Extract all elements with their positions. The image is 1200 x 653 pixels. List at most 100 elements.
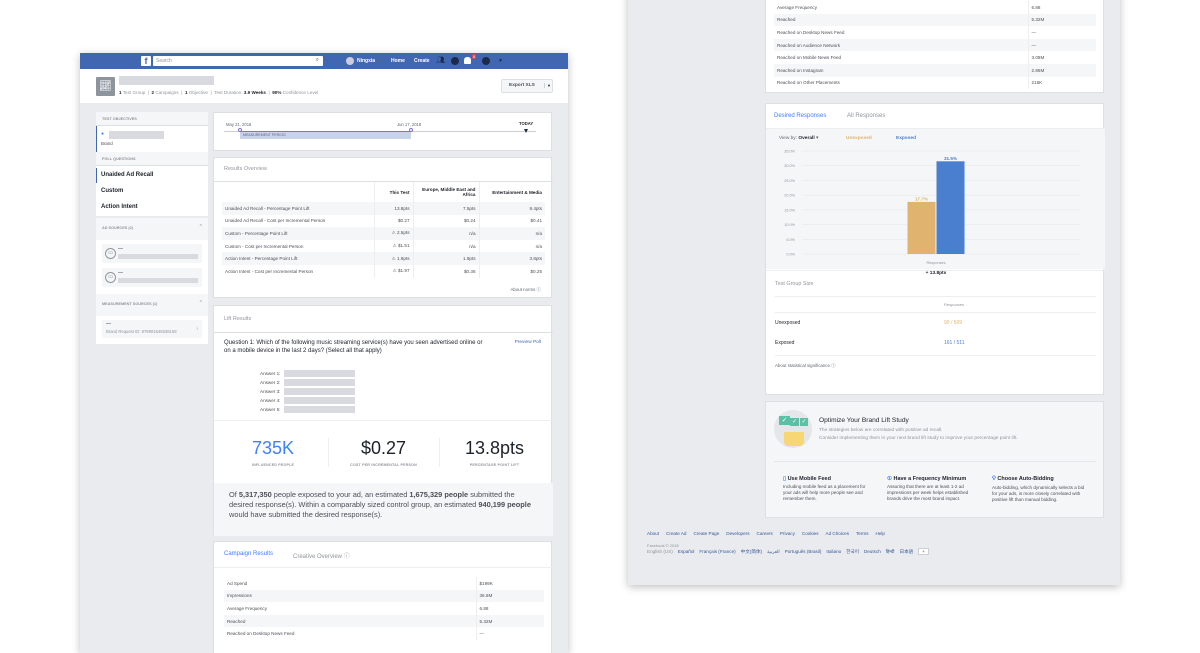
question-action-intent[interactable]: Action Intent — [101, 204, 138, 210]
metric-name: Unaided Ad Recall - Percentage Point Lif… — [222, 202, 375, 215]
more-languages-button[interactable]: + — [918, 548, 929, 555]
language-link[interactable]: Italiano — [826, 549, 842, 554]
exposed-count: 161 / 511 — [944, 340, 965, 346]
tab-desired-responses[interactable]: Desired Responses — [774, 113, 827, 119]
card-title: Lift Results — [224, 316, 252, 322]
chevron-down-icon[interactable]: ▼ — [544, 83, 551, 88]
table-row: Reached on Mobile News Feed 3.08M — [774, 51, 1096, 64]
lift-summary: Of 5,317,350 people exposed to your ad, … — [214, 483, 553, 536]
objective-item[interactable]: ● Brand — [96, 126, 208, 152]
notifications-icon[interactable] — [464, 57, 471, 64]
language-link[interactable]: 日本語 — [899, 549, 914, 554]
cell-value: ⚠ $1.97 — [374, 264, 413, 278]
measurement-period-bar: MEASUREMENT PERIOD — [240, 131, 411, 139]
footer-link[interactable]: Create Ad — [666, 531, 687, 536]
language-link[interactable]: 한국어 — [846, 549, 859, 554]
y-tick-label: 30.0% — [784, 164, 795, 168]
chart-icon: 📈︎ — [96, 77, 115, 96]
ad-source-item[interactable]: ▭ — — [102, 244, 202, 263]
footer-link[interactable]: Create Page — [693, 531, 720, 536]
cell-value: ⚠ 1.9pts — [374, 252, 413, 265]
table-row: Reached on Instagram 2.86M — [774, 63, 1096, 77]
bar-exposed — [936, 161, 965, 254]
language-link[interactable]: 中文(简体) — [740, 549, 763, 554]
table-row: Action Intent - Cost per Incremental Per… — [222, 264, 545, 278]
cell-value: n/a — [412, 239, 479, 253]
tab-creative-overview[interactable]: Creative Overview ⓘ — [293, 554, 350, 560]
footer-link[interactable]: Cookies — [801, 531, 819, 536]
cell-value: 3.8pts — [478, 252, 545, 265]
data-label: 31.5% — [944, 156, 957, 161]
end-marker — [409, 128, 413, 132]
tab-campaign-results[interactable]: Campaign Results — [224, 551, 274, 557]
ad-source-item[interactable]: ▭ — — [102, 268, 202, 287]
table-row: Reached on Desktop News Feed — — [224, 627, 544, 640]
section-label: POLL QUESTIONS — [102, 157, 136, 161]
cell-value: $0.25 — [478, 264, 545, 278]
language-link[interactable]: Français (France) — [699, 549, 736, 554]
friends-icon[interactable]: 👥︎ — [436, 57, 445, 64]
about-norms-link[interactable]: About norms ⓘ — [510, 287, 541, 292]
help-icon[interactable] — [482, 57, 490, 65]
start-marker — [238, 128, 242, 132]
about-significance-link[interactable]: About statistical significance ⓘ — [775, 363, 836, 368]
messenger-icon[interactable] — [451, 57, 459, 65]
search-icon[interactable]: ⌕ — [315, 57, 319, 63]
footer-link[interactable]: About — [647, 531, 660, 536]
y-tick-label: 5.0% — [786, 238, 795, 242]
study-title — [119, 76, 214, 85]
right-panel: Average Frequency 6.88 Reached 5.32M Reached… — [628, 0, 1120, 585]
y-tick-label: 15.0% — [784, 208, 795, 212]
language-link[interactable]: Español — [677, 549, 695, 554]
search-input[interactable]: Search ⌕ — [153, 56, 323, 66]
language-link[interactable]: العربية — [767, 549, 780, 554]
lift-results-card: Lift Results Question 1: Which of the fo… — [213, 305, 553, 536]
footer-link[interactable]: Ad Choices — [825, 531, 850, 536]
create-link[interactable]: Create — [414, 58, 430, 64]
facebook-logo[interactable]: f — [141, 56, 151, 66]
footer-link[interactable]: Terms — [856, 531, 869, 536]
y-tick-label: 0.0% — [786, 253, 795, 257]
footer: About Create Ad Create Page Developers Caree… — [647, 531, 947, 555]
language-link[interactable]: Deutsch — [863, 549, 881, 554]
footer-link[interactable]: Developers — [726, 531, 750, 536]
footer-link[interactable]: Help — [875, 531, 885, 536]
tip-auto-bidding: 💡︎ Choose Auto-Bidding Auto-bidding, whic… — [992, 476, 1085, 502]
preview-poll-link[interactable]: Preview Poll — [514, 340, 541, 345]
y-tick-label: 25.0% — [784, 179, 795, 183]
user-name[interactable]: Ningxia — [357, 58, 376, 64]
avatar[interactable] — [346, 57, 354, 65]
measurement-source-item[interactable]: — Brand Request ID: 879901645538158 › — [102, 320, 202, 338]
metric-name: Average Frequency — [777, 4, 818, 10]
tab-all-responses[interactable]: All Responses — [847, 113, 886, 119]
metric-value: 5.32M — [475, 614, 544, 628]
export-xls-button[interactable]: Export XLS ▼ — [501, 79, 553, 93]
footer-link[interactable]: Privacy — [779, 531, 795, 536]
ad-sources-header[interactable]: AD SOURCES (2) ^ — [96, 218, 208, 240]
footer-link[interactable]: Careers — [756, 531, 773, 536]
metric-name: Reached — [774, 13, 1028, 27]
answer-list: Answer 1: Answer 2: Answer 3: Answer 4: Answ… — [260, 370, 355, 415]
measurement-sources-header[interactable]: MEASUREMENT SOURCES (1) ^ — [96, 294, 208, 316]
question-unaided-ad-recall[interactable]: Unaided Ad Recall — [96, 168, 208, 183]
language-link[interactable]: Português (Brasil) — [784, 549, 822, 554]
chevron-up-icon[interactable]: ^ — [199, 300, 202, 306]
table-row: Action Intent - Percentage Point Lift ⚠ 1… — [222, 252, 545, 265]
metric-value: 2.86M — [1027, 63, 1096, 77]
view-by-dropdown[interactable]: View by: Overall ▾ — [779, 136, 819, 141]
responses-card: Desired Responses All Responses View by:… — [765, 103, 1105, 395]
metric-value: $199K — [475, 577, 544, 590]
cell-value: $0.24 — [412, 214, 479, 228]
page-header: 📈︎ 1 Test Group | 2 Campaigns | 1 Object… — [80, 69, 568, 103]
metric-value: 215K — [1027, 76, 1096, 90]
cell-value: $0.27 — [374, 214, 413, 228]
cell-value: $0.36 — [412, 264, 479, 278]
answer-item: Answer 5: — [260, 406, 355, 415]
language-link[interactable]: हिन्दी — [885, 549, 895, 554]
question-custom[interactable]: Custom — [101, 188, 124, 194]
home-link[interactable]: Home — [391, 58, 405, 64]
chevron-up-icon[interactable]: ^ — [199, 224, 202, 230]
table-row: Average Frequency 6.88 — [774, 1, 1096, 14]
cell-value: ⚠ $1.51 — [374, 239, 413, 253]
chevron-down-icon[interactable]: ▼ — [498, 58, 503, 64]
